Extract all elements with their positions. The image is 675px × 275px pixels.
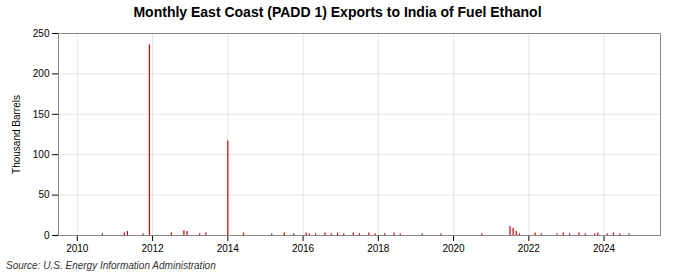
svg-text:250: 250 [33, 28, 50, 39]
html-text:Source: U.S. Energy Informatio: Source: U.S. Energy Information Administ… [6, 260, 216, 271]
svg-text:100: 100 [33, 149, 50, 160]
html-text:Monthly East Coast (PADD 1) Ex: Monthly East Coast (PADD 1) Exports to I… [133, 4, 542, 20]
svg-text:0: 0 [44, 230, 50, 241]
svg-text:Thousand Barrels: Thousand Barrels [11, 95, 22, 174]
svg-text:2018: 2018 [367, 243, 390, 254]
svg-text:2020: 2020 [442, 243, 465, 254]
svg-text:200: 200 [33, 68, 50, 79]
svg-text:2012: 2012 [141, 243, 164, 254]
svg-text:150: 150 [33, 109, 50, 120]
svg-text:50: 50 [38, 189, 50, 200]
svg-text:2010: 2010 [66, 243, 89, 254]
svg-text:2016: 2016 [292, 243, 315, 254]
svg-text:2024: 2024 [593, 243, 616, 254]
svg-text:2014: 2014 [217, 243, 240, 254]
svg-text:2022: 2022 [518, 243, 541, 254]
